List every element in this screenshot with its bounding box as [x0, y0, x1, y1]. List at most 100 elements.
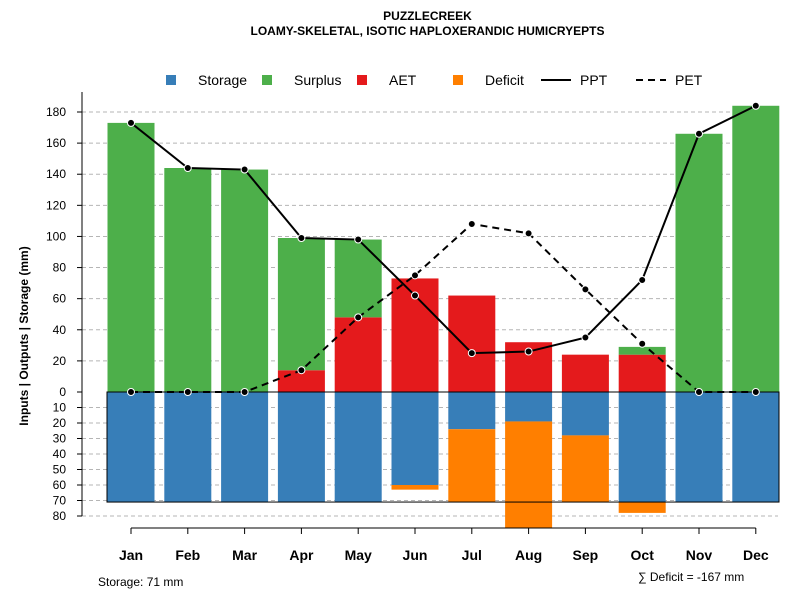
storage-bar — [675, 392, 723, 503]
ppt-point — [695, 129, 703, 138]
y-tick-label: 60 — [53, 292, 67, 306]
pet-point — [524, 229, 533, 238]
pet-point — [638, 339, 647, 348]
legend-label-ppt: PPT — [580, 72, 608, 88]
storage-bar — [448, 392, 496, 430]
legend-swatch-deficit — [453, 75, 463, 85]
pet-point — [127, 388, 135, 396]
surplus-bar — [107, 122, 155, 392]
x-tick-label: Sep — [573, 547, 599, 563]
y-tick-label: 10 — [53, 401, 67, 415]
pet-point — [297, 366, 306, 375]
aet-bar — [618, 354, 666, 392]
storage-bar — [164, 392, 212, 503]
y-tick-label: 60 — [53, 478, 67, 492]
ppt-point — [297, 234, 306, 242]
surplus-bar — [221, 169, 269, 392]
ppt-point — [411, 291, 419, 300]
pet-point — [751, 388, 760, 396]
y-tick-label: 0 — [59, 385, 66, 399]
y-tick-label: 80 — [53, 261, 67, 275]
x-tick-label: Jun — [403, 547, 428, 563]
y-tick-label: 180 — [46, 105, 66, 119]
x-tick-label: Oct — [631, 547, 655, 563]
ppt-point — [638, 276, 647, 284]
chart-title: PUZZLECREEK — [383, 9, 472, 23]
aet-bar — [561, 354, 609, 392]
pet-point — [240, 388, 249, 396]
storage-footnote: Storage: 71 mm — [98, 575, 184, 589]
deficit-bar — [618, 502, 666, 513]
y-tick-label: 30 — [53, 432, 67, 446]
ppt-point — [524, 347, 533, 356]
pet-point — [411, 271, 419, 280]
ppt-point — [751, 101, 760, 110]
y-tick-label: 100 — [46, 229, 66, 243]
surplus-bar — [618, 346, 666, 355]
storage-bar — [391, 392, 439, 485]
pet-point — [354, 313, 363, 322]
deficit-bar — [448, 429, 496, 503]
x-tick-label: Jul — [462, 547, 482, 563]
storage-bar — [334, 392, 382, 503]
legend-label-pet: PET — [675, 72, 703, 88]
storage-bar — [221, 392, 269, 503]
x-tick-label: Mar — [232, 547, 257, 563]
y-tick-label: 20 — [53, 416, 67, 430]
storage-bar — [505, 392, 553, 422]
y-tick-label: 40 — [53, 447, 67, 461]
legend-label-deficit: Deficit — [485, 72, 524, 88]
storage-bar — [618, 392, 666, 503]
surplus-bar — [334, 239, 382, 318]
deficit-bar — [505, 421, 553, 529]
y-tick-label: 20 — [53, 354, 67, 368]
storage-bar — [277, 392, 325, 503]
x-tick-label: Feb — [175, 547, 200, 563]
storage-bar — [107, 392, 155, 503]
ppt-point — [467, 349, 476, 358]
y-tick-label: 120 — [46, 198, 66, 212]
x-tick-label: Apr — [289, 547, 314, 563]
ppt-point — [183, 164, 192, 172]
surplus-bar — [675, 133, 723, 392]
legend-label-storage: Storage — [198, 72, 247, 88]
y-axis-label: Inputs | Outputs | Storage (mm) — [17, 246, 31, 425]
y-tick-label: 160 — [46, 136, 66, 150]
surplus-bar — [164, 168, 212, 392]
deficit-bar — [391, 485, 439, 490]
legend-label-surplus: Surplus — [294, 72, 341, 88]
ppt-point — [127, 118, 135, 127]
surplus-bar — [732, 105, 780, 393]
x-tick-label: Nov — [686, 547, 713, 563]
y-tick-label: 40 — [53, 323, 67, 337]
ppt-point — [240, 165, 249, 174]
legend-label-aet: AET — [389, 72, 417, 88]
aet-bar — [448, 295, 496, 392]
pet-line — [131, 222, 756, 393]
x-tick-label: Aug — [515, 547, 542, 563]
pet-point — [695, 388, 703, 396]
x-tick-label: Dec — [743, 547, 769, 563]
deficit-bar — [561, 435, 609, 503]
ppt-point — [354, 235, 363, 244]
pet-point — [183, 388, 192, 396]
legend-swatch-storage — [166, 75, 176, 85]
y-tick-label: 70 — [53, 494, 67, 508]
storage-bar — [732, 392, 780, 503]
legend-swatch-surplus — [262, 75, 272, 85]
y-tick-label: 80 — [53, 509, 67, 523]
legend-swatch-aet — [357, 75, 367, 85]
deficit-footnote: ∑ Deficit = -167 mm — [638, 570, 745, 584]
ppt-point — [581, 333, 590, 342]
ppt-line — [130, 104, 757, 355]
chart-subtitle: LOAMY-SKELETAL, ISOTIC HAPLOXERANDIC HUM… — [250, 24, 605, 38]
y-tick-label: 50 — [53, 463, 67, 477]
x-tick-label: Jan — [119, 547, 143, 563]
surplus-bar — [277, 238, 325, 371]
pet-point — [581, 285, 590, 294]
storage-bar — [561, 392, 609, 436]
x-tick-label: May — [345, 547, 372, 563]
pet-point — [467, 220, 476, 228]
y-tick-label: 140 — [46, 167, 66, 181]
